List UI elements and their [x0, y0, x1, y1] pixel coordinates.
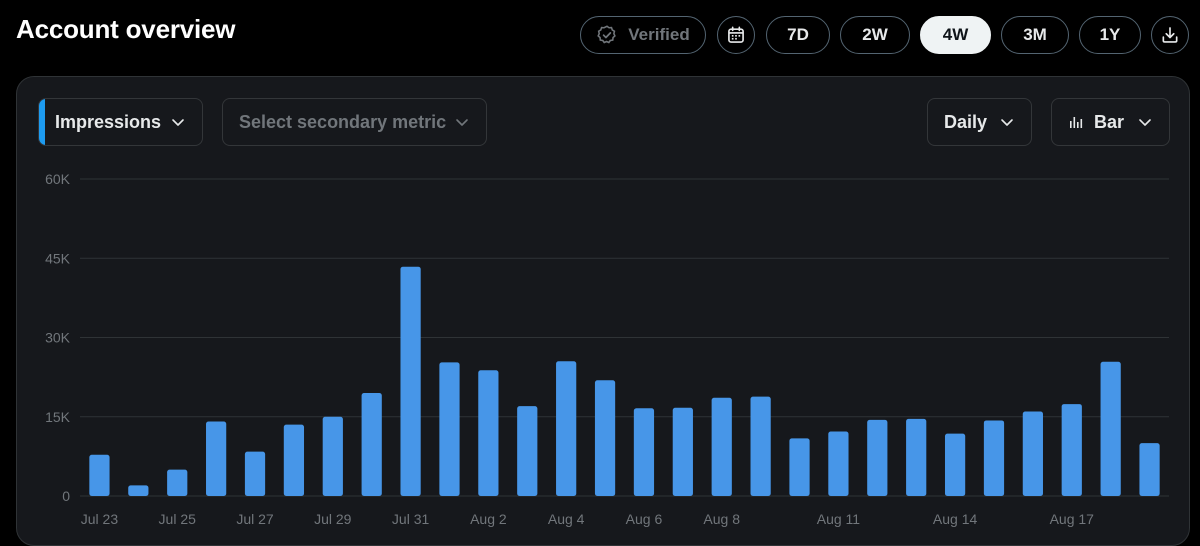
bar-jul-31: [400, 266, 421, 496]
bar-aug-1: [439, 362, 460, 496]
bar-jul-30: [361, 392, 382, 496]
bar-aug-15: [983, 420, 1005, 496]
range-7d-button[interactable]: 7D: [766, 16, 830, 54]
bar-jul-23: [89, 454, 110, 496]
interval-label: Daily: [944, 111, 988, 132]
bar-aug-18: [1100, 361, 1121, 496]
bar-aug-16: [1022, 411, 1043, 496]
chevron-down-icon: [456, 119, 468, 126]
y-tick-label: 60K: [45, 171, 71, 187]
bar-aug-7: [672, 407, 693, 496]
download-icon: [1162, 27, 1178, 43]
verified-badge-icon: [597, 25, 617, 44]
bar-jul-28: [283, 424, 305, 496]
y-tick-label: 30K: [45, 330, 71, 346]
range-4w-button[interactable]: 4W: [920, 16, 991, 54]
range-2w-button[interactable]: 2W: [840, 16, 910, 54]
bar-aug-5: [594, 380, 616, 496]
x-tick-label: Jul 31: [392, 511, 430, 527]
primary-metric-label: Impressions: [55, 111, 162, 132]
primary-metric-select[interactable]: Impressions: [38, 98, 203, 146]
x-tick-label: Jul 25: [159, 511, 197, 527]
chart-card: Impressions Select secondary metric Dail…: [16, 76, 1190, 546]
x-tick-label: Aug 14: [933, 511, 978, 527]
bar-jul-29: [322, 416, 343, 496]
page-title: Account overview: [16, 14, 236, 44]
bar-jul-27: [244, 451, 266, 496]
range-3m-button[interactable]: 3M: [1001, 16, 1069, 54]
bar-aug-9: [750, 396, 771, 496]
bar-aug-11: [828, 431, 849, 496]
chevron-down-icon: [1001, 119, 1013, 126]
secondary-metric-select[interactable]: Select secondary metric: [222, 98, 487, 146]
x-tick-label: Aug 11: [817, 511, 861, 527]
bar-aug-17: [1061, 404, 1082, 496]
chart-type-select[interactable]: Bar: [1051, 98, 1170, 146]
y-tick-label: 15K: [45, 409, 71, 425]
bar-aug-4: [556, 361, 577, 496]
x-tick-label: Aug 2: [470, 511, 507, 527]
chevron-down-icon: [172, 119, 184, 126]
verified-button[interactable]: Verified: [580, 16, 706, 54]
bar-jul-25: [167, 469, 188, 496]
bar-jul-24: [128, 485, 149, 496]
interval-select[interactable]: Daily: [927, 98, 1032, 146]
x-tick-label: Jul 29: [314, 511, 352, 527]
y-tick-label: 0: [62, 488, 70, 504]
chevron-down-icon: [1139, 119, 1151, 126]
chart-type-label: Bar: [1094, 111, 1125, 132]
x-tick-label: Aug 8: [703, 511, 740, 527]
bar-aug-10: [789, 438, 810, 496]
x-tick-label: Jul 23: [81, 511, 119, 527]
bar-aug-14: [944, 433, 966, 496]
bar-chart-icon: [1070, 117, 1083, 128]
date-picker-button[interactable]: [717, 16, 755, 54]
bar-aug-19: [1139, 443, 1160, 496]
calendar-icon: [728, 26, 744, 43]
impressions-bar-chart: 0 15K 30K 45K 60K Jul 23 Jul 25 Jul 27 Jul 29 Jul…: [45, 171, 1169, 527]
secondary-metric-placeholder: Select secondary metric: [239, 111, 447, 132]
range-1y-button[interactable]: 1Y: [1079, 16, 1141, 54]
x-tick-label: Aug 17: [1050, 511, 1095, 527]
bar-aug-3: [517, 406, 538, 496]
x-tick-label: Aug 4: [548, 511, 585, 527]
bar-aug-12: [867, 419, 888, 496]
download-button[interactable]: [1151, 16, 1189, 54]
x-tick-label: Jul 27: [236, 511, 274, 527]
bar-aug-8: [711, 397, 732, 496]
verified-label: Verified: [628, 25, 690, 44]
bar-aug-6: [633, 408, 655, 496]
metric-color-indicator: [39, 99, 45, 145]
bar-aug-13: [906, 418, 927, 496]
bar-aug-2: [478, 370, 499, 496]
bar-jul-26: [206, 421, 227, 496]
y-tick-label: 45K: [45, 250, 71, 266]
x-tick-label: Aug 6: [626, 511, 663, 527]
